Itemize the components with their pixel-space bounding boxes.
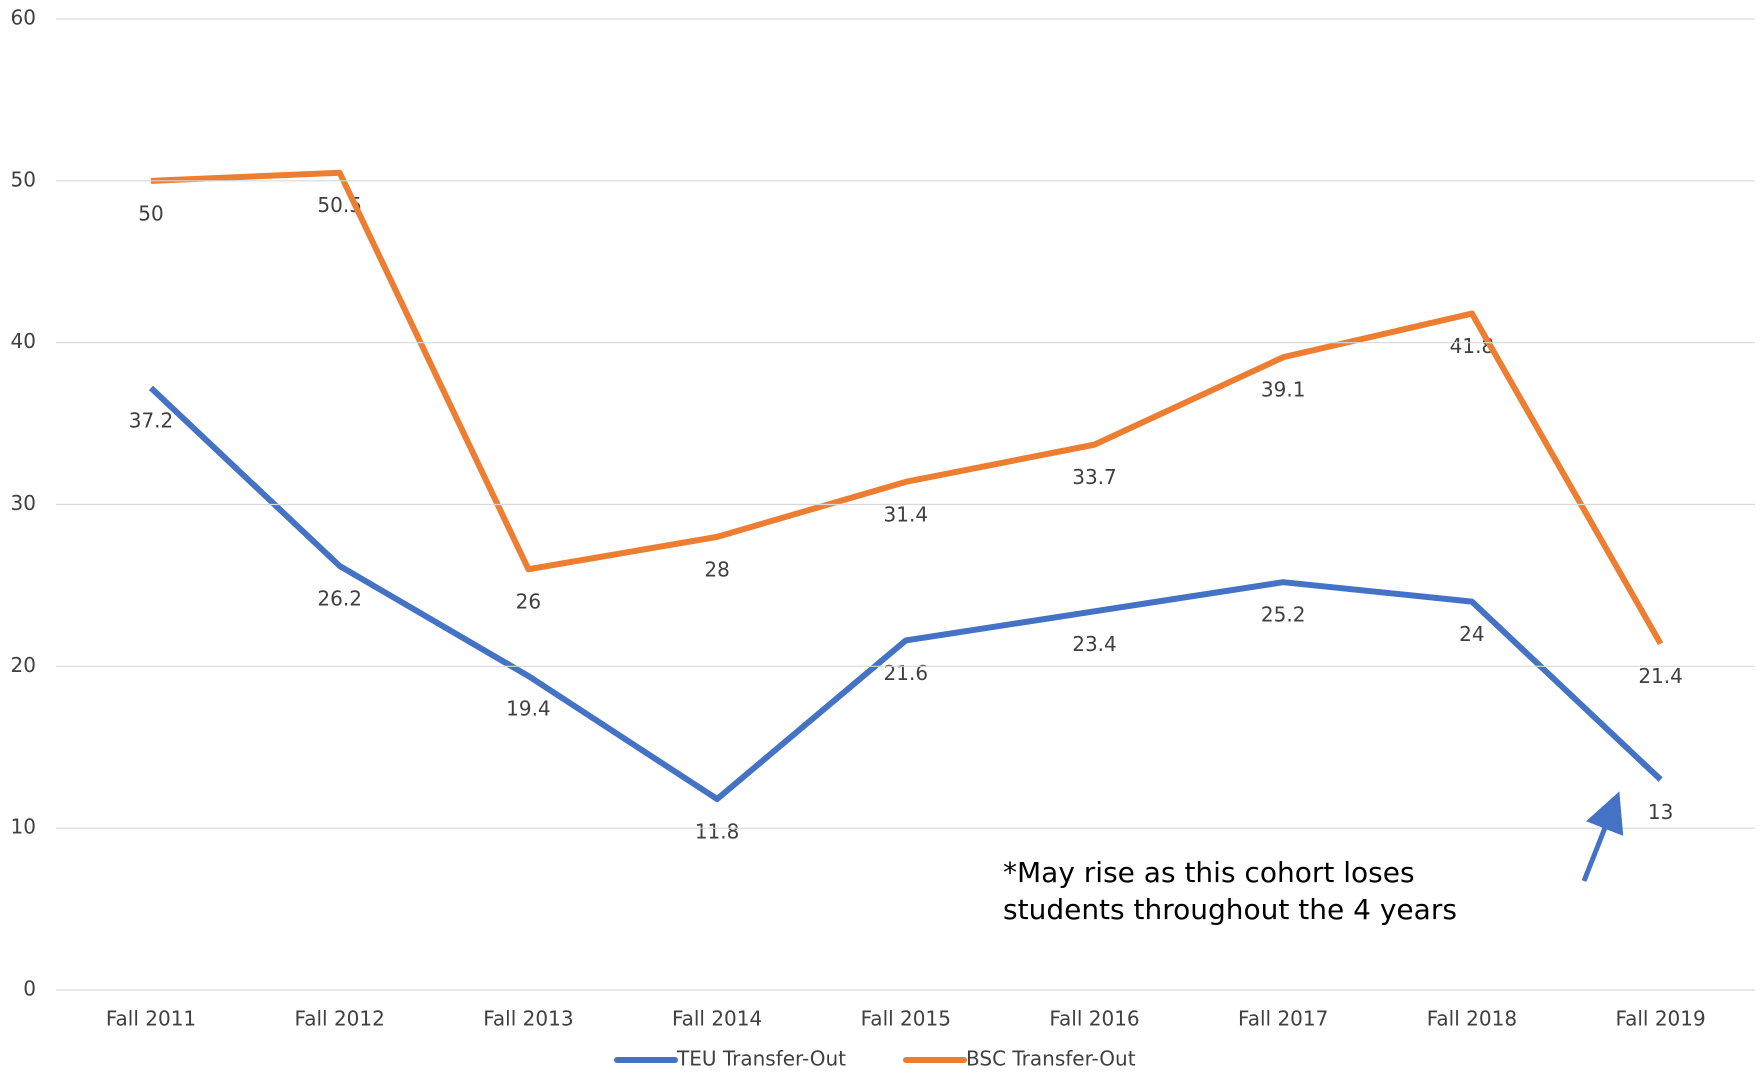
data-label: 31.4: [884, 502, 929, 526]
y-tick-label: 30: [11, 491, 36, 515]
y-tick-label: 60: [11, 6, 36, 30]
data-label: 26.2: [317, 586, 362, 610]
x-tick-label: Fall 2016: [1049, 1007, 1139, 1031]
x-tick-label: Fall 2019: [1615, 1007, 1705, 1031]
data-label: 28: [704, 557, 729, 581]
data-label: 19.4: [506, 697, 551, 721]
data-label: 26: [516, 590, 541, 614]
data-label: 13: [1648, 800, 1673, 824]
x-tick-label: Fall 2017: [1238, 1007, 1328, 1031]
annotation: students throughout the 4 years: [1003, 893, 1457, 926]
series-line: [148, 385, 1663, 803]
data-label: 23.4: [1072, 632, 1117, 656]
data-label: 21.6: [884, 661, 929, 685]
data-label: 50: [138, 201, 163, 225]
y-tick-label: 0: [23, 977, 36, 1001]
data-label: 24: [1459, 622, 1484, 646]
legend-label: BSC Transfer-Out: [966, 1047, 1136, 1071]
x-tick-label: Fall 2015: [861, 1007, 951, 1031]
data-label: 33.7: [1072, 465, 1117, 489]
arrow: [1581, 791, 1624, 882]
x-tick-label: Fall 2013: [483, 1007, 573, 1031]
x-tick-label: Fall 2012: [295, 1007, 385, 1031]
x-tick-label: Fall 2014: [672, 1007, 762, 1031]
series-line: [150, 169, 1664, 646]
y-tick-label: 40: [11, 329, 36, 353]
y-tick-label: 20: [11, 653, 36, 677]
data-label: 11.8: [695, 820, 740, 844]
y-tick-label: 50: [11, 167, 36, 191]
x-tick-label: Fall 2018: [1427, 1007, 1517, 1031]
y-tick-label: 10: [11, 815, 36, 839]
legend-label: TEU Transfer-Out: [676, 1047, 846, 1071]
x-tick-label: Fall 2011: [106, 1007, 196, 1031]
data-label: 37.2: [129, 408, 174, 432]
annotation: *May rise as this cohort loses: [1003, 856, 1415, 889]
data-label: 25.2: [1261, 603, 1306, 627]
data-label: 39.1: [1261, 378, 1306, 402]
data-label: 21.4: [1638, 664, 1683, 688]
